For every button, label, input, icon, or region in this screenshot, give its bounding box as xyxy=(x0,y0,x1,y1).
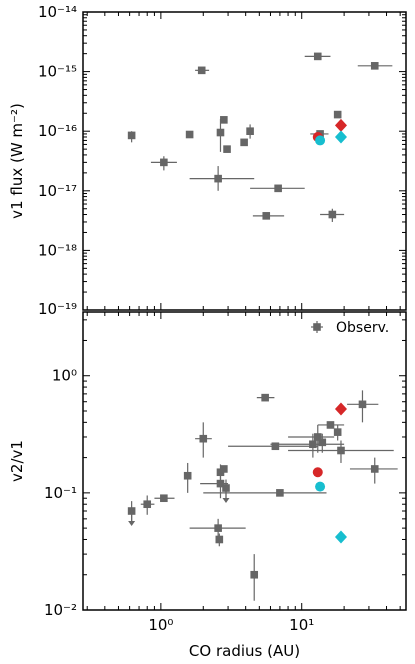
observed-point xyxy=(370,62,379,70)
model-circle-point xyxy=(315,481,326,492)
axes-frame xyxy=(82,11,407,311)
y-axis-label: v1 flux (W m⁻²) xyxy=(8,103,26,219)
observed-point xyxy=(358,400,367,409)
y-tick-label: 10⁻¹⁴ xyxy=(38,3,77,21)
legend: Observ. xyxy=(311,320,389,336)
upper-limit-arrow xyxy=(128,521,136,527)
observed-point xyxy=(276,489,284,497)
observed-point xyxy=(271,442,280,451)
observed-point xyxy=(197,66,206,75)
y-tick-label: 10⁻¹⁶ xyxy=(38,122,77,140)
y-tick-label: 10⁻¹⁵ xyxy=(38,63,77,81)
observed-point xyxy=(216,128,225,137)
observed-point xyxy=(216,479,225,488)
observed-point xyxy=(214,524,222,532)
observed-point xyxy=(160,494,168,503)
observed-point xyxy=(337,446,345,455)
observed-point xyxy=(261,393,269,402)
top-panel: 10⁻¹⁹ 10⁻¹⁸ 10⁻¹⁷ 10⁻¹⁶ 10⁻¹⁵ 10⁻¹⁴ v1 flux (W… xyxy=(8,3,407,318)
model-circle-point xyxy=(312,467,323,478)
observed-point xyxy=(215,535,224,544)
observed-point xyxy=(220,116,228,124)
observed-point xyxy=(160,158,168,167)
y-tick-label: 10⁰ xyxy=(52,367,77,385)
y-tick-label: 10⁻¹⁹ xyxy=(38,300,77,318)
observed-point xyxy=(333,110,342,119)
observed-point xyxy=(313,52,322,61)
x-axis-label: CO radius (AU) xyxy=(189,642,300,660)
legend-label: Observ. xyxy=(336,320,389,336)
observed-point xyxy=(328,210,337,219)
observed-point xyxy=(274,184,282,193)
observed-point xyxy=(250,570,259,579)
observed-point xyxy=(318,438,327,447)
observed-point xyxy=(127,131,136,140)
observed-point xyxy=(223,145,231,153)
bottom-panel: 10⁻² 10⁻¹ 10⁰ 10⁰ 10¹ v2/v1 CO radius (AU) Obse… xyxy=(8,311,407,660)
observed-point xyxy=(326,421,335,429)
x-tick-label: 10¹ xyxy=(289,616,314,634)
y-tick-label: 10⁻¹⁷ xyxy=(38,182,77,200)
upper-limit-arrow xyxy=(222,498,230,504)
observed-point xyxy=(214,174,222,183)
x-tick-label: 10⁰ xyxy=(148,616,173,634)
model-diamond-point xyxy=(334,130,347,144)
observed-point xyxy=(246,127,254,135)
observed-point xyxy=(143,500,152,509)
observed-point xyxy=(313,433,322,441)
observed-point xyxy=(183,471,192,480)
observed-point xyxy=(222,484,230,492)
observed-point xyxy=(370,465,379,473)
legend-marker xyxy=(313,323,321,331)
y-tick-label: 10⁻² xyxy=(44,601,77,619)
observed-point xyxy=(333,428,342,436)
observed-point xyxy=(262,212,271,220)
model-diamond-point xyxy=(334,118,347,132)
axes-frame xyxy=(82,311,407,611)
observed-point xyxy=(240,138,248,147)
observed-point xyxy=(199,434,208,443)
model-circle-point xyxy=(315,135,326,146)
observed-point xyxy=(127,507,136,515)
observed-point xyxy=(220,465,228,473)
y-tick-label: 10⁻¹⁸ xyxy=(38,241,77,259)
observed-point xyxy=(185,130,194,139)
model-diamond-point xyxy=(334,402,347,416)
observed-point xyxy=(309,440,317,449)
y-tick-label: 10⁻¹ xyxy=(44,484,77,502)
model-diamond-point xyxy=(334,530,347,544)
y-axis-label: v2/v1 xyxy=(8,440,26,482)
